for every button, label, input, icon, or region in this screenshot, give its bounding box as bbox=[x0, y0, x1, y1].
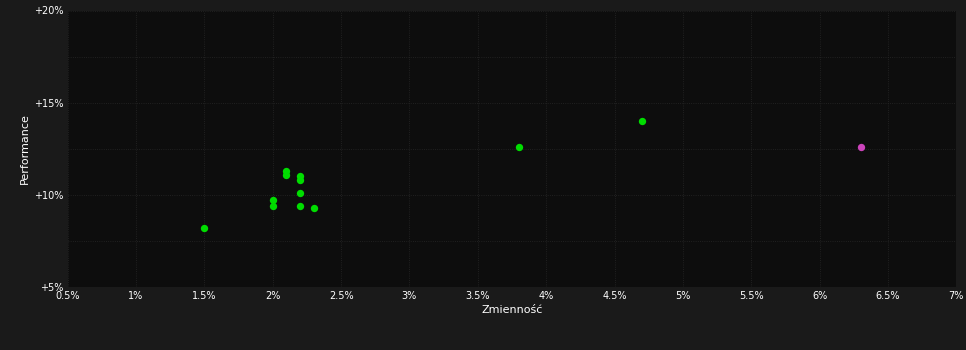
Point bbox=[293, 174, 308, 179]
Y-axis label: Performance: Performance bbox=[19, 113, 30, 184]
Point bbox=[278, 172, 294, 177]
Point bbox=[265, 203, 280, 209]
Point bbox=[278, 168, 294, 174]
Point bbox=[306, 205, 322, 211]
Point bbox=[197, 225, 213, 231]
Point bbox=[293, 190, 308, 196]
X-axis label: Zmienność: Zmienność bbox=[481, 305, 543, 315]
Point bbox=[511, 144, 526, 150]
Point bbox=[293, 177, 308, 183]
Point bbox=[853, 144, 868, 150]
Point bbox=[265, 197, 280, 203]
Point bbox=[293, 203, 308, 209]
Point bbox=[634, 118, 649, 124]
